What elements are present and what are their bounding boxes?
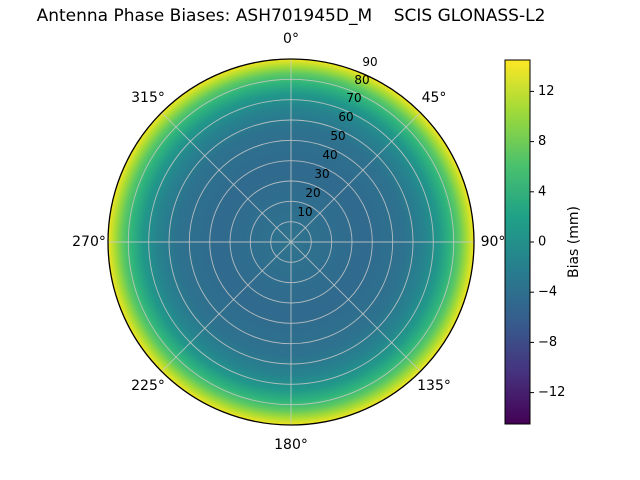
colorbar [504,59,531,425]
polar-grid-spokes [108,59,474,425]
colorbar-tick-label-m4: −4 [538,285,557,300]
r-tick-label-30: 30 [314,167,329,181]
theta-label-135: 135° [417,378,451,394]
colorbar-tick-label-4: 4 [538,184,546,199]
r-tick-label-20: 20 [305,186,320,200]
chart-title: Antenna Phase Biases: ASH701945D_M SCIS … [36,6,546,26]
colorbar-ticks [530,90,534,394]
colorbar-tick-label-0: 0 [538,235,546,250]
theta-label-0: 0° [283,31,299,47]
r-tick-label-40: 40 [322,148,337,162]
theta-label-315: 315° [131,90,165,106]
colorbar-label: Bias (mm) [566,206,582,278]
theta-label-270: 270° [72,234,106,250]
polar-axis-boundary [107,58,475,426]
r-tick-label-10: 10 [297,205,312,219]
theta-label-45: 45° [422,90,447,106]
r-tick-label-60: 60 [338,110,353,124]
colorbar-tick-label-12: 12 [538,84,555,99]
colorbar-tick-label-8: 8 [538,134,546,149]
theta-label-90: 90° [481,234,506,250]
colorbar-tick-label-m8: −8 [538,335,557,350]
r-tick-label-70: 70 [346,91,361,105]
theta-label-225: 225° [131,378,165,394]
r-tick-label-50: 50 [330,129,345,143]
colorbar-tick-label-m12: −12 [538,385,565,400]
r-tick-label-80: 80 [354,73,369,87]
theta-label-180: 180° [274,437,308,453]
r-tick-label-90: 90 [362,55,377,69]
